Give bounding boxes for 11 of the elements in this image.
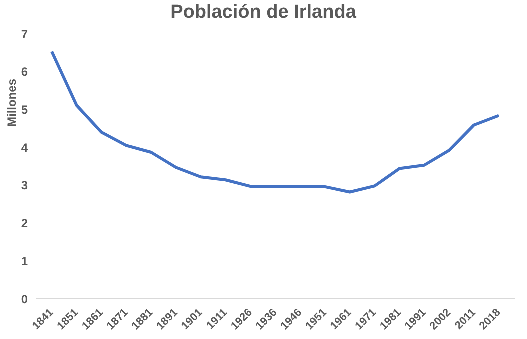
- y-tick-label: 0: [21, 292, 28, 306]
- chart-title: Población de Irlanda: [170, 2, 358, 24]
- y-tick-label: 4: [21, 140, 28, 155]
- y-tick-label: 5: [21, 102, 28, 117]
- y-tick-label: 1: [21, 254, 28, 268]
- y-tick-label: 7: [21, 27, 28, 42]
- line-series: [50, 50, 500, 194]
- y-axis-title: Millones: [5, 78, 19, 130]
- y-tick-label: 2: [21, 216, 28, 231]
- y-tick-label: 3: [21, 178, 28, 193]
- y-tick-label: 6: [21, 65, 28, 80]
